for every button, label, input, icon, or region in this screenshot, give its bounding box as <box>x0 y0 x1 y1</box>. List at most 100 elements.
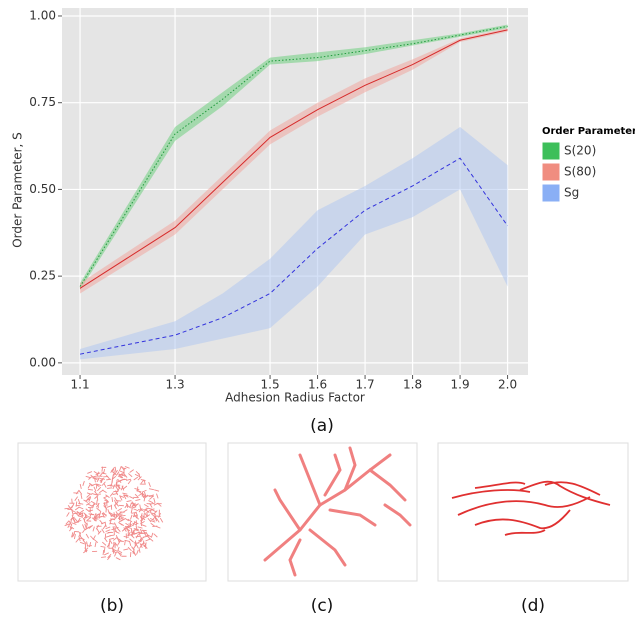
cell <box>115 486 119 492</box>
caption: (c) <box>311 596 334 616</box>
legend-key <box>541 162 561 182</box>
cell <box>92 526 95 532</box>
cell <box>106 478 112 481</box>
cell <box>82 528 86 534</box>
cell <box>120 485 124 491</box>
cell <box>115 502 119 507</box>
cell <box>118 515 124 519</box>
branching-network <box>263 446 412 577</box>
chain <box>474 509 571 530</box>
cell <box>148 481 151 487</box>
cell <box>103 497 109 502</box>
cell <box>110 466 115 472</box>
cell <box>87 471 93 474</box>
cell <box>99 489 104 494</box>
cell <box>130 534 135 539</box>
cell <box>86 516 92 521</box>
cell <box>126 526 132 529</box>
cell <box>91 503 96 507</box>
cell <box>106 531 112 534</box>
cell <box>103 537 108 543</box>
cell <box>131 503 136 508</box>
cell <box>133 542 139 544</box>
cell <box>117 549 123 554</box>
cell <box>77 499 81 505</box>
cell <box>116 527 121 532</box>
cell <box>135 535 141 538</box>
cell <box>91 517 97 522</box>
cell <box>138 547 141 553</box>
cell <box>111 543 115 549</box>
cell <box>125 527 131 532</box>
branch <box>323 453 342 497</box>
cell-cluster <box>64 466 164 561</box>
cell <box>156 517 160 523</box>
cell <box>69 504 74 510</box>
cell <box>133 550 137 556</box>
cell <box>118 473 124 477</box>
cell <box>71 510 74 516</box>
cell <box>97 486 102 492</box>
cell <box>110 468 115 473</box>
cell <box>115 511 120 516</box>
cell <box>84 547 89 552</box>
cell <box>149 503 153 508</box>
cell <box>139 537 142 543</box>
cell <box>117 479 123 483</box>
branch <box>343 446 357 492</box>
cell <box>108 518 114 522</box>
cell <box>150 512 156 515</box>
cell <box>133 476 139 481</box>
cell <box>119 517 125 520</box>
y-tick-label: 0.50 <box>29 182 56 196</box>
cell <box>129 496 135 500</box>
cell <box>106 505 112 508</box>
cell <box>69 526 75 530</box>
cell <box>112 537 118 541</box>
cell <box>122 492 128 495</box>
cell <box>127 546 132 552</box>
cell <box>129 502 132 508</box>
branch <box>308 528 347 567</box>
cell <box>112 493 118 496</box>
cell <box>78 536 81 542</box>
legend-key <box>541 183 561 203</box>
cell <box>78 502 84 505</box>
cell <box>109 539 113 545</box>
cell <box>107 487 113 489</box>
cell <box>115 513 118 519</box>
cell <box>131 502 136 507</box>
cell <box>111 471 117 476</box>
cell <box>143 508 148 513</box>
cell <box>93 539 99 544</box>
cell <box>138 492 144 497</box>
cell <box>84 547 88 553</box>
x-tick-label: 2.0 <box>498 378 517 392</box>
legend-label: S(80) <box>564 165 596 179</box>
cell <box>105 529 111 533</box>
cell <box>87 488 93 491</box>
cell <box>111 547 115 553</box>
cell <box>145 538 151 542</box>
cell <box>82 539 87 545</box>
cell <box>115 535 119 540</box>
cell <box>126 478 132 481</box>
x-axis-label: Adhesion Radius Factor <box>225 391 365 405</box>
cell <box>142 540 145 546</box>
cell <box>103 502 107 508</box>
cell <box>76 510 81 516</box>
cell <box>140 479 145 484</box>
cell <box>83 549 88 554</box>
cell <box>121 527 127 532</box>
y-axis-label: Order Parameter, S <box>11 132 25 248</box>
chain <box>544 481 601 496</box>
cell <box>66 512 70 517</box>
cell <box>135 533 140 539</box>
chain <box>451 489 531 499</box>
y-tick-label: 0.00 <box>29 355 56 369</box>
panel-frame <box>17 442 207 582</box>
cell <box>125 522 130 527</box>
cell <box>110 514 116 518</box>
cell <box>73 534 76 540</box>
cell <box>124 517 130 522</box>
